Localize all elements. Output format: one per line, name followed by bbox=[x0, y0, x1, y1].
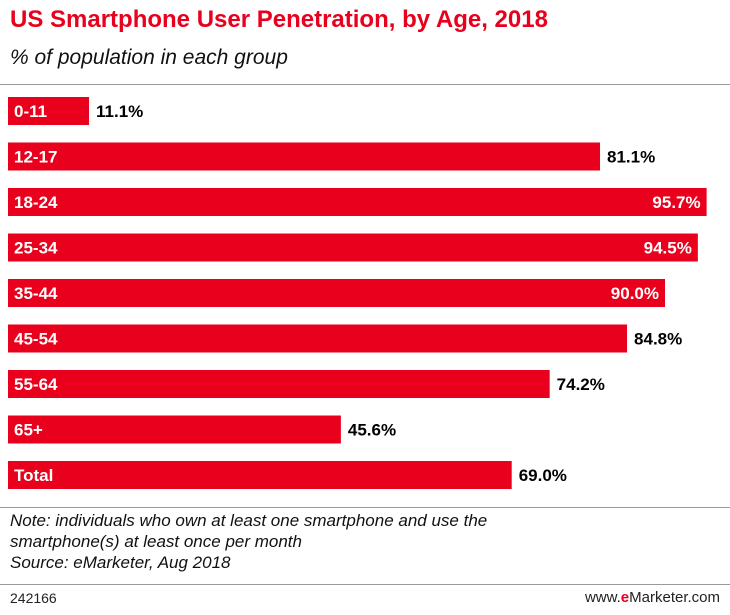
brand-accent: e bbox=[620, 589, 630, 606]
bottom-divider bbox=[0, 507, 730, 508]
brand-suffix: Marketer.com bbox=[629, 589, 720, 606]
bar-55-64 bbox=[8, 370, 550, 398]
bar-chart: 0-11 11.1% 12-17 81.1% 18-24 95.7% 25-34 94.5% 3… bbox=[8, 97, 707, 489]
brand-prefix: www. bbox=[584, 589, 621, 606]
bar-35-44 bbox=[8, 279, 665, 307]
chart-notes: Note: individuals who own at least one s… bbox=[10, 510, 487, 573]
top-divider bbox=[0, 84, 730, 85]
bar-25-34 bbox=[8, 233, 698, 262]
category-label: 35-44 bbox=[14, 284, 58, 303]
category-label: 55-64 bbox=[14, 375, 58, 394]
bar-45-54 bbox=[8, 324, 628, 353]
category-label: 65+ bbox=[14, 421, 43, 440]
category-label: 25-34 bbox=[14, 239, 58, 258]
note-line-2: smartphone(s) at least once per month bbox=[10, 532, 302, 551]
category-label: Total bbox=[14, 466, 53, 485]
category-label: 0-11 bbox=[14, 102, 47, 121]
footer-divider bbox=[0, 584, 730, 585]
value-label: 69.0% bbox=[519, 466, 567, 485]
value-label: 45.6% bbox=[348, 421, 396, 440]
value-label: 74.2% bbox=[557, 375, 605, 394]
bar-12-17 bbox=[8, 142, 601, 171]
chart-title: US Smartphone User Penetration, by Age, … bbox=[10, 6, 548, 33]
category-label: 12-17 bbox=[14, 148, 57, 167]
bar-Total bbox=[8, 461, 512, 489]
value-label: 81.1% bbox=[607, 148, 655, 167]
category-label: 45-54 bbox=[14, 330, 58, 349]
chart-subtitle: % of population in each group bbox=[10, 46, 288, 69]
bar-65+ bbox=[8, 415, 341, 444]
bar-0-11 bbox=[8, 97, 90, 125]
value-label: 94.5% bbox=[644, 239, 692, 258]
category-label: 18-24 bbox=[14, 193, 58, 212]
value-label: 95.7% bbox=[652, 193, 700, 212]
chart-id: 242166 bbox=[10, 590, 57, 606]
value-label: 90.0% bbox=[611, 284, 659, 303]
note-line-1: Note: individuals who own at least one s… bbox=[10, 511, 488, 530]
bar-18-24 bbox=[8, 188, 707, 216]
value-label: 11.1% bbox=[96, 102, 143, 121]
source-line: Source: eMarketer, Aug 2018 bbox=[10, 553, 231, 572]
value-label: 84.8% bbox=[634, 330, 682, 349]
brand-link[interactable]: www.eMarketer.com bbox=[585, 589, 720, 606]
